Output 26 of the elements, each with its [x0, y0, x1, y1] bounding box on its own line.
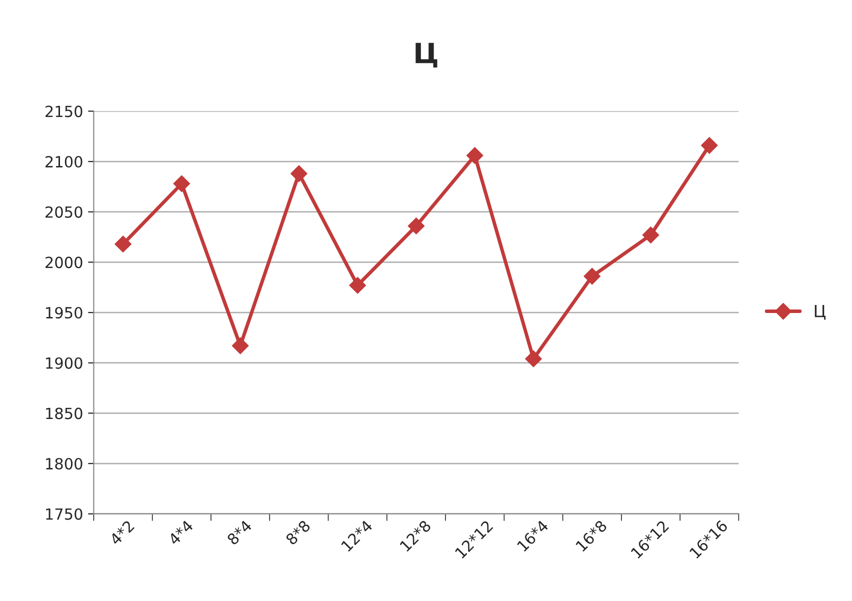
point	[700, 137, 718, 154]
point	[114, 236, 132, 252]
y-tick-label: 2000	[46, 256, 82, 268]
point	[290, 165, 308, 182]
y-tick-label: 1950	[46, 306, 82, 319]
y-tick-label: 1900	[46, 357, 82, 369]
point	[173, 175, 190, 192]
y-tick-label: 2150	[46, 106, 82, 118]
y-tick-label: 1750	[46, 508, 82, 520]
point	[525, 350, 542, 368]
point	[232, 337, 249, 354]
x-tick-label: 4*2	[108, 520, 135, 546]
point	[349, 276, 366, 294]
chart-title: Ц	[416, 42, 438, 68]
x-tick-label: 8*4	[226, 520, 252, 546]
x-tick-label: 4*4	[168, 520, 194, 546]
y-tick-label: 2100	[46, 156, 82, 168]
point	[584, 268, 600, 285]
y-tick-label: 2050	[46, 206, 82, 218]
point	[466, 147, 484, 164]
y-tick-label: 1850	[46, 408, 82, 420]
legend-label: Ц	[814, 304, 826, 320]
y-tick-label: 1800	[46, 458, 82, 470]
point	[408, 218, 425, 234]
point	[642, 226, 660, 244]
x-tick-label: 8*8	[285, 520, 311, 546]
